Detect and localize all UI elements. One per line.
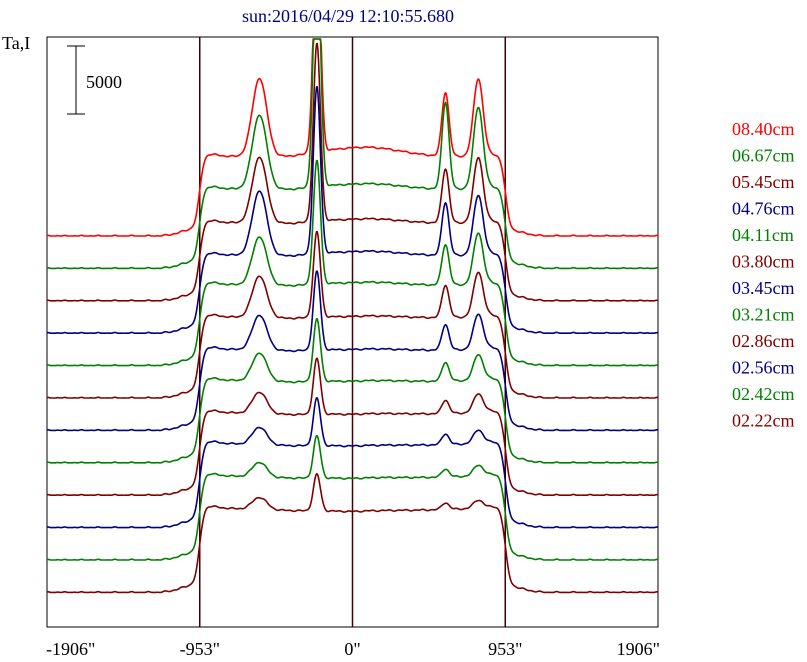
series-line-04-11cm: [46, 159, 659, 367]
x-tick-label: 0": [344, 639, 360, 659]
x-tick-labels: -1906" -953" 0" 953" 1906": [46, 639, 660, 659]
series-line-08-40cm: [46, 38, 659, 237]
x-tick-label: -953": [180, 639, 220, 659]
x-tick-label: -1906": [46, 639, 95, 659]
legend-entry: 03.45cm: [732, 278, 795, 298]
chart-title: sun:2016/04/29 12:10:55.680: [242, 6, 454, 26]
scale-bar-label: 5000: [86, 72, 122, 92]
series-line-02-22cm: [46, 473, 659, 594]
legend-entry: 02.86cm: [732, 331, 795, 351]
legend-entry: 05.45cm: [732, 172, 795, 192]
series-line-06-67cm: [46, 38, 659, 270]
legend-entry: 04.11cm: [732, 225, 794, 245]
legend-entry: 02.42cm: [732, 384, 795, 404]
legend-entry: 08.40cm: [732, 119, 795, 139]
x-tick-label: 1906": [617, 639, 660, 659]
series-line-02-42cm: [46, 434, 659, 561]
legend-entry: 03.21cm: [732, 305, 795, 325]
series-line-03-80cm: [46, 230, 659, 399]
scale-bar: [67, 45, 85, 115]
vertical-marker-lines: [199, 37, 506, 627]
x-tick-label: 953": [488, 639, 522, 659]
series-lines: [46, 38, 659, 594]
series-line-02-56cm: [46, 397, 659, 529]
legend: 08.40cm 06.67cm 05.45cm 04.76cm 04.11cm 03.80…: [732, 119, 795, 431]
legend-entry: 03.80cm: [732, 252, 795, 272]
legend-entry: 02.56cm: [732, 358, 795, 378]
legend-entry: 04.76cm: [732, 199, 795, 219]
series-line-05-45cm: [46, 42, 659, 302]
legend-entry: 06.67cm: [732, 146, 795, 166]
series-line-02-86cm: [46, 357, 659, 496]
series-line-03-21cm: [46, 318, 659, 464]
series-line-04-76cm: [46, 85, 659, 334]
series-line-03-45cm: [46, 270, 659, 432]
y-axis-label: Ta,I: [2, 33, 30, 53]
legend-entry: 02.22cm: [732, 411, 795, 431]
